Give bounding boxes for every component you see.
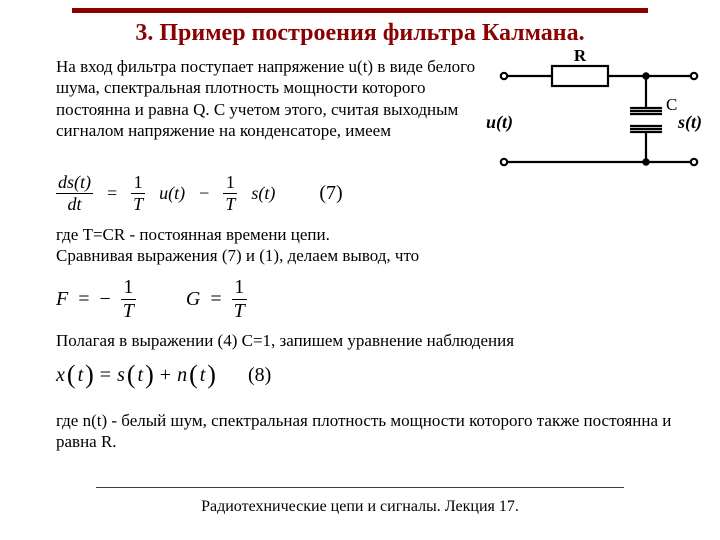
- circuit-u-label: u(t): [486, 112, 513, 133]
- eq7-lhs-den: dt: [56, 193, 93, 215]
- eq7-a-den: T: [131, 193, 145, 215]
- eq7-a-arg: u(t): [159, 183, 185, 204]
- eq7-equals: =: [107, 183, 117, 204]
- G-eq: =: [210, 288, 221, 311]
- rc-circuit-diagram: R C u(t) s(t): [492, 56, 702, 188]
- eq7-b-num: 1: [223, 172, 237, 193]
- eq7-minus: −: [199, 183, 209, 204]
- circuit-svg: R C: [492, 56, 702, 196]
- F-minus: −: [100, 288, 111, 311]
- eq7-a-num: 1: [131, 172, 145, 193]
- equation-8: x ( t ) = s ( t ) + n ( t ) (8): [56, 360, 271, 390]
- header-bar: [72, 8, 648, 13]
- circuit-s-label: s(t): [678, 112, 702, 133]
- F-num: 1: [121, 276, 136, 299]
- paragraph-3: Полагая в выражении (4) С=1, запишем ура…: [56, 330, 656, 351]
- paragraph-2: где T=CR - постоянная времени цепи. Срав…: [56, 224, 656, 267]
- eq8-t1: t: [78, 364, 84, 387]
- eq7-lhs-num: ds(t): [56, 172, 93, 193]
- eq7-number: (7): [319, 182, 342, 205]
- paragraph-4: где n(t) - белый шум, спектральная плотн…: [56, 410, 676, 453]
- eq8-s: s: [117, 364, 125, 387]
- slide-title: 3. Пример построения фильтра Калмана.: [0, 20, 720, 47]
- eq8-t2: t: [138, 364, 144, 387]
- G-num: 1: [232, 276, 247, 299]
- G-symbol: G: [186, 288, 200, 311]
- eq7-b-den: T: [223, 193, 237, 215]
- F-symbol: F: [56, 288, 68, 311]
- equation-fg: F = − 1 T G = 1 T: [56, 276, 247, 323]
- G-den: T: [232, 299, 247, 323]
- circuit-R-label: R: [574, 46, 587, 65]
- eq8-eq: =: [96, 364, 115, 387]
- intro-paragraph: На вход фильтра поступает напряжение u(t…: [56, 56, 486, 141]
- eq8-plus: +: [156, 364, 175, 387]
- eq7-b-arg: s(t): [251, 183, 275, 204]
- eq8-number: (8): [248, 364, 271, 387]
- eq8-x: x: [56, 364, 65, 387]
- footer-rule: [96, 487, 624, 488]
- footer-text: Радиотехнические цепи и сигналы. Лекция …: [0, 498, 720, 516]
- F-den: T: [121, 299, 136, 323]
- circuit-C-label: C: [666, 95, 677, 114]
- eq8-t3: t: [200, 364, 206, 387]
- F-eq: =: [78, 288, 89, 311]
- equation-7: ds(t) dt = 1 T u(t) − 1 T s(t) (7): [56, 172, 343, 215]
- eq8-n: n: [177, 364, 187, 387]
